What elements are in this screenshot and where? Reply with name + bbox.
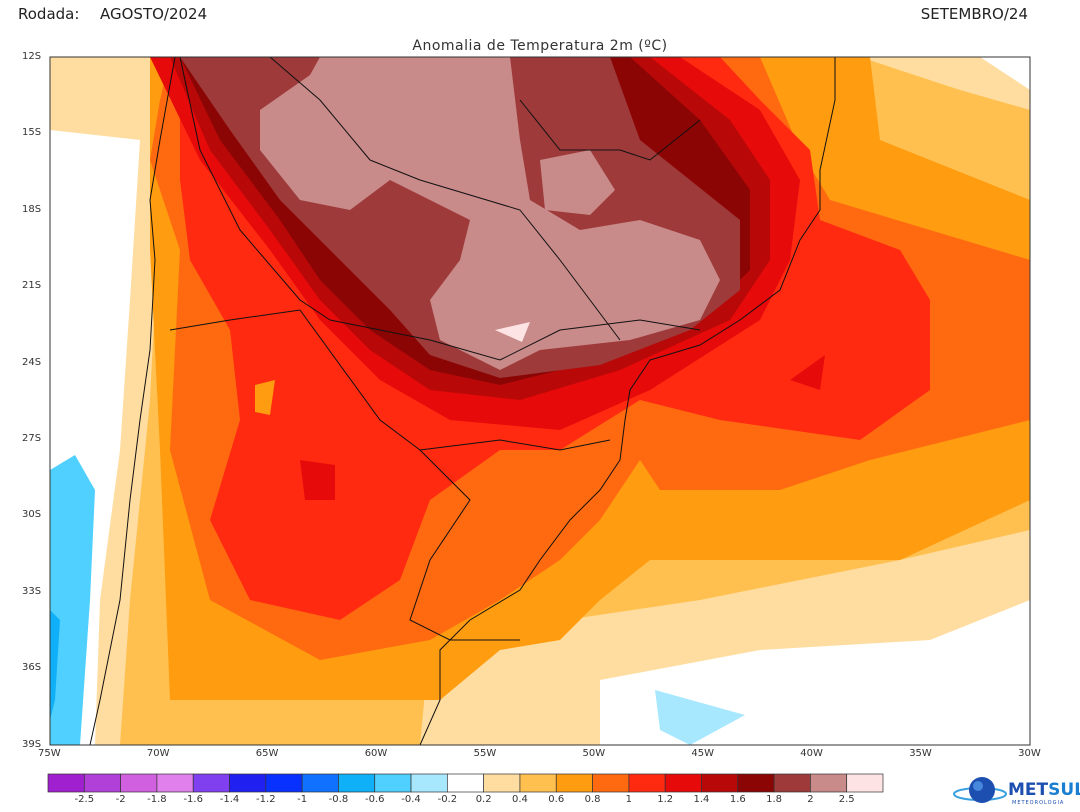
colorbar-swatch: [229, 773, 267, 793]
border-3: [169, 309, 611, 451]
colorbar-label: -0.4: [401, 794, 421, 805]
coastlines-borders: [89, 56, 836, 746]
lon-tick-label: 40W: [800, 748, 823, 759]
colorbar-swatch: [156, 773, 194, 793]
lat-tick-label: 30S: [22, 509, 42, 521]
colorbar-swatch: [810, 773, 848, 793]
coastline-east: [419, 57, 836, 746]
colorbar-swatch: [192, 773, 230, 793]
lon-tick-label: 55W: [473, 748, 497, 759]
colorbar-label: -1.6: [183, 794, 203, 805]
lat-tick-label: 21S: [22, 280, 42, 292]
colorbar-swatch: [483, 773, 521, 793]
contour-1.2: [300, 460, 335, 500]
colorbar-label: 1.4: [693, 794, 710, 805]
colorbar-swatch: [47, 773, 85, 793]
contour-1.2: [790, 355, 825, 390]
colorbar-label: -1.8: [147, 794, 167, 805]
colorbar-swatch: [265, 773, 303, 793]
colorbar-swatch: [301, 773, 339, 793]
lon-tick-label: 70W: [146, 748, 170, 759]
colorbar-swatch: [664, 773, 702, 793]
lat-tick-label: 27S: [22, 433, 42, 444]
contour-2.0: [540, 150, 615, 215]
contour-0.6: [255, 380, 275, 415]
border-6: [519, 99, 701, 161]
lon-tick-label: 50W: [582, 748, 606, 759]
colorbar-swatch: [555, 773, 593, 793]
lat-tick-label: 18S: [22, 203, 42, 215]
colorbar-label: 0.4: [512, 794, 528, 805]
colorbar: [47, 773, 884, 793]
colorbar-swatch: [773, 773, 811, 793]
border-2: [329, 319, 701, 361]
colorbar-label: 1.2: [657, 794, 674, 805]
contour-neg0.4: [50, 455, 95, 745]
lon-tick-label: 30W: [1018, 748, 1041, 759]
svg-text:METSUL: METSUL: [1008, 780, 1080, 800]
colorbar-label: -0.2: [437, 794, 458, 805]
colorbar-swatch: [338, 773, 376, 793]
contour-neg0.2: [655, 690, 745, 745]
colorbar-swatch: [374, 773, 412, 793]
lat-tick-label: 15S: [22, 127, 42, 139]
lon-tick-label: 35W: [909, 748, 932, 759]
plot-frame: [49, 56, 1031, 746]
border-7: [269, 56, 371, 161]
lat-tick-label: 12S: [22, 51, 42, 62]
colorbar-swatch: [519, 773, 557, 793]
lon-tick-label: 75W: [38, 748, 61, 759]
colorbar-label: 0.6: [548, 794, 565, 805]
colorbar-label: -0.8: [328, 794, 349, 805]
lon-tick-label: 65W: [255, 748, 279, 759]
coastline-west: [89, 56, 176, 746]
svg-text:METEOROLOGIA: METEOROLOGIA: [1012, 800, 1064, 806]
colorbar-label: 1.6: [729, 794, 746, 805]
lat-tick-label: 33S: [22, 585, 42, 597]
colorbar-swatch: [628, 773, 666, 793]
colorbar-swatch: [410, 773, 448, 793]
lat-tick-label: 39S: [22, 738, 42, 750]
colorbar-swatch: [83, 773, 121, 793]
colorbar-swatch: [701, 773, 739, 793]
colorbar-label: 0.8: [584, 794, 601, 805]
border-5: [369, 159, 621, 341]
lon-tick-label: 60W: [364, 748, 388, 759]
border-4: [409, 449, 520, 641]
colorbar-label: 1: [625, 794, 633, 805]
colorbar-swatch: [737, 773, 775, 793]
colorbar-label: -1.4: [219, 794, 240, 805]
lat-tick-label: 36S: [22, 662, 42, 674]
anomaly-contours: [50, 57, 1030, 745]
border-1: [179, 56, 331, 321]
colorbar-swatch: [592, 773, 630, 793]
colorbar-swatch: [846, 773, 884, 793]
colorbar-swatch: [446, 773, 485, 793]
colorbar-label: 0.2: [475, 794, 492, 805]
contour-2.5: [495, 322, 530, 342]
colorbar-label: -2: [115, 794, 126, 805]
lat-tick-label: 24S: [22, 356, 42, 368]
colorbar-label: 1.8: [766, 794, 783, 805]
colorbar-label: -1.2: [256, 794, 276, 805]
colorbar-label: 2: [807, 794, 814, 805]
contour-2.0: [260, 57, 720, 370]
colorbar-label: -0.6: [364, 794, 385, 805]
metsul-logo: METSUL METEOROLOGIA: [953, 777, 1080, 806]
colorbar-swatch: [120, 773, 158, 793]
run-label: Rodada:: [18, 5, 80, 23]
contour-0.2: [860, 57, 1030, 110]
colorbar-label: -1: [297, 794, 308, 805]
map-title: Anomalia de Temperatura 2m (ºC): [412, 38, 668, 54]
contour-neutral: [980, 57, 1030, 90]
target-month: SETEMBRO/24: [920, 5, 1028, 23]
lon-tick-label: 45W: [691, 748, 715, 759]
run-value: AGOSTO/2024: [100, 5, 208, 23]
colorbar-label: 2.5: [838, 794, 855, 805]
colorbar-label: -2.5: [74, 794, 95, 805]
contour-neg0.6: [50, 610, 60, 720]
